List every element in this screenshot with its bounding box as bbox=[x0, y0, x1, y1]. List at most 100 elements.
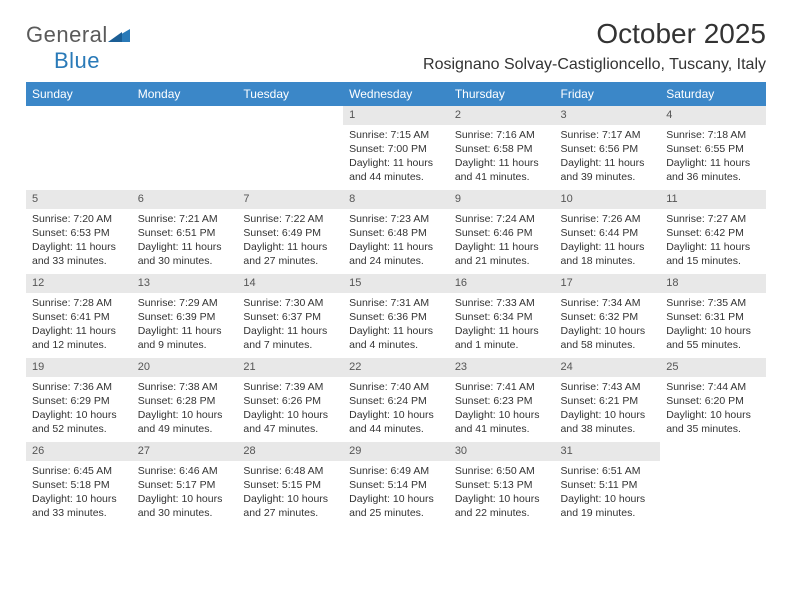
calendar-cell: 8Sunrise: 7:23 AMSunset: 6:48 PMDaylight… bbox=[343, 190, 449, 274]
calendar-cell: 30Sunrise: 6:50 AMSunset: 5:13 PMDayligh… bbox=[449, 442, 555, 526]
calendar-cell: 28Sunrise: 6:48 AMSunset: 5:15 PMDayligh… bbox=[237, 442, 343, 526]
daylight-text: Daylight: 11 hours bbox=[349, 156, 443, 170]
sunset-text: Sunset: 6:24 PM bbox=[349, 394, 443, 408]
sunrise-text: Sunrise: 7:22 AM bbox=[243, 212, 337, 226]
day-details: Sunrise: 7:31 AMSunset: 6:36 PMDaylight:… bbox=[343, 293, 449, 355]
day-number: 12 bbox=[26, 274, 132, 293]
daylight-text: and 41 minutes. bbox=[455, 170, 549, 184]
daylight-text: and 4 minutes. bbox=[349, 338, 443, 352]
daylight-text: and 44 minutes. bbox=[349, 422, 443, 436]
sunset-text: Sunset: 5:15 PM bbox=[243, 478, 337, 492]
day-details: Sunrise: 7:44 AMSunset: 6:20 PMDaylight:… bbox=[660, 377, 766, 439]
daylight-text: Daylight: 10 hours bbox=[243, 492, 337, 506]
calendar-cell: . bbox=[237, 106, 343, 190]
day-number: 17 bbox=[555, 274, 661, 293]
daylight-text: Daylight: 11 hours bbox=[138, 324, 232, 338]
calendar-cell: 11Sunrise: 7:27 AMSunset: 6:42 PMDayligh… bbox=[660, 190, 766, 274]
calendar-row: 12Sunrise: 7:28 AMSunset: 6:41 PMDayligh… bbox=[26, 274, 766, 358]
sunset-text: Sunset: 6:23 PM bbox=[455, 394, 549, 408]
day-number: 7 bbox=[237, 190, 343, 209]
day-details: Sunrise: 7:15 AMSunset: 7:00 PMDaylight:… bbox=[343, 125, 449, 187]
weekday-header: Sunday bbox=[26, 82, 132, 106]
calendar-cell: 12Sunrise: 7:28 AMSunset: 6:41 PMDayligh… bbox=[26, 274, 132, 358]
sunset-text: Sunset: 6:31 PM bbox=[666, 310, 760, 324]
day-details: Sunrise: 7:30 AMSunset: 6:37 PMDaylight:… bbox=[237, 293, 343, 355]
calendar-cell: 23Sunrise: 7:41 AMSunset: 6:23 PMDayligh… bbox=[449, 358, 555, 442]
logo-word1: General bbox=[26, 22, 108, 47]
calendar-row: 5Sunrise: 7:20 AMSunset: 6:53 PMDaylight… bbox=[26, 190, 766, 274]
calendar-cell: 10Sunrise: 7:26 AMSunset: 6:44 PMDayligh… bbox=[555, 190, 661, 274]
daylight-text: Daylight: 10 hours bbox=[243, 408, 337, 422]
day-details: Sunrise: 7:33 AMSunset: 6:34 PMDaylight:… bbox=[449, 293, 555, 355]
sunrise-text: Sunrise: 6:45 AM bbox=[32, 464, 126, 478]
calendar-cell: 17 Sunrise: 7:34 AMSunset: 6:32 PMDayligh… bbox=[555, 274, 661, 358]
daylight-text: and 58 minutes. bbox=[561, 338, 655, 352]
day-number: 5 bbox=[26, 190, 132, 209]
day-number: 13 bbox=[132, 274, 238, 293]
day-number: 20 bbox=[132, 358, 238, 377]
daylight-text: and 49 minutes. bbox=[138, 422, 232, 436]
calendar-cell: 25Sunrise: 7:44 AMSunset: 6:20 PMDayligh… bbox=[660, 358, 766, 442]
day-details: Sunrise: 7:20 AMSunset: 6:53 PMDaylight:… bbox=[26, 209, 132, 271]
calendar-cell: 7Sunrise: 7:22 AMSunset: 6:49 PMDaylight… bbox=[237, 190, 343, 274]
daylight-text: Daylight: 11 hours bbox=[666, 156, 760, 170]
sunset-text: Sunset: 5:18 PM bbox=[32, 478, 126, 492]
daylight-text: and 30 minutes. bbox=[138, 506, 232, 520]
weekday-header: Thursday bbox=[449, 82, 555, 106]
sunrise-text: Sunrise: 7:20 AM bbox=[32, 212, 126, 226]
day-number: 26 bbox=[26, 442, 132, 461]
header: General Blue October 2025 Rosignano Solv… bbox=[26, 18, 766, 74]
daylight-text: Daylight: 11 hours bbox=[455, 156, 549, 170]
day-details: Sunrise: 7:18 AMSunset: 6:55 PMDaylight:… bbox=[660, 125, 766, 187]
calendar-row: 19Sunrise: 7:36 AMSunset: 6:29 PMDayligh… bbox=[26, 358, 766, 442]
sunset-text: Sunset: 6:32 PM bbox=[561, 310, 655, 324]
daylight-text: and 15 minutes. bbox=[666, 254, 760, 268]
page-title: October 2025 bbox=[423, 18, 766, 50]
sunrise-text: Sunrise: 7:24 AM bbox=[455, 212, 549, 226]
day-number: 16 bbox=[449, 274, 555, 293]
weekday-header-row: SundayMondayTuesdayWednesdayThursdayFrid… bbox=[26, 82, 766, 106]
calendar-cell: 14Sunrise: 7:30 AMSunset: 6:37 PMDayligh… bbox=[237, 274, 343, 358]
calendar-cell: 4Sunrise: 7:18 AMSunset: 6:55 PMDaylight… bbox=[660, 106, 766, 190]
day-details: Sunrise: 7:22 AMSunset: 6:49 PMDaylight:… bbox=[237, 209, 343, 271]
daylight-text: and 27 minutes. bbox=[243, 254, 337, 268]
sunset-text: Sunset: 6:29 PM bbox=[32, 394, 126, 408]
day-details: Sunrise: 7:29 AMSunset: 6:39 PMDaylight:… bbox=[132, 293, 238, 355]
logo: General Blue bbox=[26, 18, 130, 74]
day-number: 1 bbox=[343, 106, 449, 125]
calendar-cell: . bbox=[26, 106, 132, 190]
day-number: 11 bbox=[660, 190, 766, 209]
day-details: Sunrise: 6:45 AMSunset: 5:18 PMDaylight:… bbox=[26, 461, 132, 523]
sunset-text: Sunset: 7:00 PM bbox=[349, 142, 443, 156]
calendar-cell: 5Sunrise: 7:20 AMSunset: 6:53 PMDaylight… bbox=[26, 190, 132, 274]
daylight-text: and 27 minutes. bbox=[243, 506, 337, 520]
sunset-text: Sunset: 6:55 PM bbox=[666, 142, 760, 156]
daylight-text: Daylight: 10 hours bbox=[561, 324, 655, 338]
day-details: Sunrise: 7:38 AMSunset: 6:28 PMDaylight:… bbox=[132, 377, 238, 439]
daylight-text: and 19 minutes. bbox=[561, 506, 655, 520]
daylight-text: and 9 minutes. bbox=[138, 338, 232, 352]
daylight-text: and 22 minutes. bbox=[455, 506, 549, 520]
logo-word2: Blue bbox=[26, 48, 100, 73]
daylight-text: Daylight: 11 hours bbox=[32, 240, 126, 254]
day-details: Sunrise: 7:35 AMSunset: 6:31 PMDaylight:… bbox=[660, 293, 766, 355]
sunrise-text: Sunrise: 6:50 AM bbox=[455, 464, 549, 478]
daylight-text: Daylight: 10 hours bbox=[349, 408, 443, 422]
day-details: Sunrise: 7:28 AMSunset: 6:41 PMDaylight:… bbox=[26, 293, 132, 355]
sunrise-text: Sunrise: 7:31 AM bbox=[349, 296, 443, 310]
calendar-table: SundayMondayTuesdayWednesdayThursdayFrid… bbox=[26, 82, 766, 526]
daylight-text: and 12 minutes. bbox=[32, 338, 126, 352]
sunrise-text: Sunrise: 7:34 AM bbox=[561, 296, 655, 310]
daylight-text: and 33 minutes. bbox=[32, 254, 126, 268]
calendar-cell: 16Sunrise: 7:33 AMSunset: 6:34 PMDayligh… bbox=[449, 274, 555, 358]
day-number: 10 bbox=[555, 190, 661, 209]
sunrise-text: Sunrise: 7:39 AM bbox=[243, 380, 337, 394]
sunrise-text: Sunrise: 7:35 AM bbox=[666, 296, 760, 310]
sunset-text: Sunset: 6:26 PM bbox=[243, 394, 337, 408]
day-number: 18 bbox=[660, 274, 766, 293]
sunrise-text: Sunrise: 7:15 AM bbox=[349, 128, 443, 142]
daylight-text: Daylight: 10 hours bbox=[455, 492, 549, 506]
sunrise-text: Sunrise: 7:30 AM bbox=[243, 296, 337, 310]
daylight-text: Daylight: 11 hours bbox=[455, 324, 549, 338]
sunrise-text: Sunrise: 6:49 AM bbox=[349, 464, 443, 478]
